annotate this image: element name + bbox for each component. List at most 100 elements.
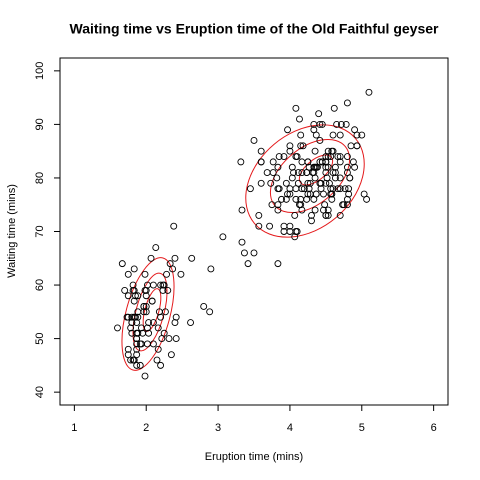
point bbox=[134, 313, 142, 321]
point bbox=[172, 335, 180, 343]
point bbox=[134, 292, 142, 300]
point bbox=[145, 319, 153, 326]
point bbox=[257, 179, 265, 187]
point bbox=[343, 201, 351, 209]
point bbox=[263, 169, 271, 177]
point bbox=[330, 104, 338, 112]
point bbox=[321, 201, 329, 209]
point bbox=[267, 179, 275, 187]
point bbox=[342, 120, 350, 128]
point bbox=[269, 158, 277, 166]
point bbox=[297, 131, 305, 139]
point bbox=[340, 201, 348, 209]
point bbox=[336, 211, 344, 219]
x-axis-label: Eruption time (mins) bbox=[205, 451, 303, 463]
chart-title: Waiting time vs Eruption time of the Old… bbox=[70, 21, 440, 37]
point bbox=[347, 142, 355, 150]
point bbox=[303, 195, 311, 203]
point bbox=[322, 169, 330, 177]
point bbox=[172, 313, 180, 321]
point bbox=[280, 222, 288, 230]
point bbox=[325, 179, 333, 187]
point bbox=[206, 308, 214, 316]
point bbox=[312, 190, 320, 198]
point bbox=[257, 158, 265, 166]
point bbox=[299, 142, 307, 150]
y-tick-label: 40 bbox=[34, 386, 46, 398]
point bbox=[246, 185, 254, 193]
y-tick-label: 60 bbox=[34, 279, 46, 291]
point bbox=[238, 206, 246, 214]
point bbox=[343, 153, 351, 160]
point bbox=[334, 185, 342, 193]
point bbox=[257, 147, 265, 155]
point bbox=[337, 120, 345, 128]
point bbox=[131, 292, 139, 300]
point bbox=[136, 361, 144, 369]
point bbox=[273, 174, 281, 182]
point bbox=[312, 163, 320, 171]
point bbox=[142, 308, 150, 316]
point bbox=[324, 211, 332, 219]
point bbox=[296, 115, 303, 123]
point bbox=[305, 185, 313, 193]
point bbox=[291, 211, 299, 219]
point bbox=[336, 174, 344, 182]
point bbox=[158, 335, 166, 343]
point bbox=[358, 131, 366, 139]
point bbox=[274, 201, 282, 209]
point bbox=[280, 228, 288, 235]
point bbox=[317, 185, 325, 193]
point bbox=[274, 163, 282, 171]
point bbox=[336, 153, 344, 160]
point bbox=[157, 281, 165, 289]
point bbox=[133, 345, 141, 353]
point bbox=[167, 351, 175, 359]
point bbox=[343, 195, 351, 203]
point bbox=[145, 329, 153, 337]
point bbox=[334, 153, 342, 160]
point bbox=[250, 249, 258, 257]
point bbox=[165, 335, 173, 343]
point bbox=[343, 99, 351, 107]
point bbox=[128, 319, 136, 326]
point bbox=[141, 372, 149, 380]
point bbox=[157, 313, 165, 321]
point bbox=[130, 265, 138, 273]
point bbox=[127, 356, 135, 364]
point bbox=[129, 281, 137, 289]
point bbox=[328, 147, 336, 155]
point bbox=[133, 335, 141, 343]
point bbox=[336, 185, 344, 193]
point bbox=[343, 169, 351, 177]
point bbox=[293, 153, 301, 160]
point bbox=[237, 158, 245, 166]
point bbox=[298, 158, 306, 166]
point bbox=[177, 270, 185, 278]
point bbox=[341, 185, 349, 193]
point bbox=[331, 169, 339, 177]
point bbox=[311, 206, 319, 214]
point bbox=[286, 142, 294, 150]
point bbox=[329, 169, 337, 177]
point bbox=[124, 313, 132, 321]
point bbox=[160, 281, 168, 289]
point bbox=[275, 153, 283, 160]
point bbox=[188, 254, 196, 262]
point bbox=[274, 260, 282, 268]
point bbox=[290, 169, 297, 177]
point bbox=[207, 265, 215, 273]
point bbox=[336, 131, 344, 139]
point bbox=[345, 185, 353, 193]
point bbox=[353, 142, 361, 150]
point bbox=[149, 281, 157, 289]
point bbox=[282, 195, 290, 203]
point bbox=[292, 195, 300, 203]
point bbox=[308, 217, 315, 225]
point bbox=[152, 244, 160, 252]
point bbox=[154, 324, 162, 332]
point bbox=[149, 319, 157, 326]
point bbox=[171, 254, 179, 262]
point bbox=[134, 329, 142, 337]
